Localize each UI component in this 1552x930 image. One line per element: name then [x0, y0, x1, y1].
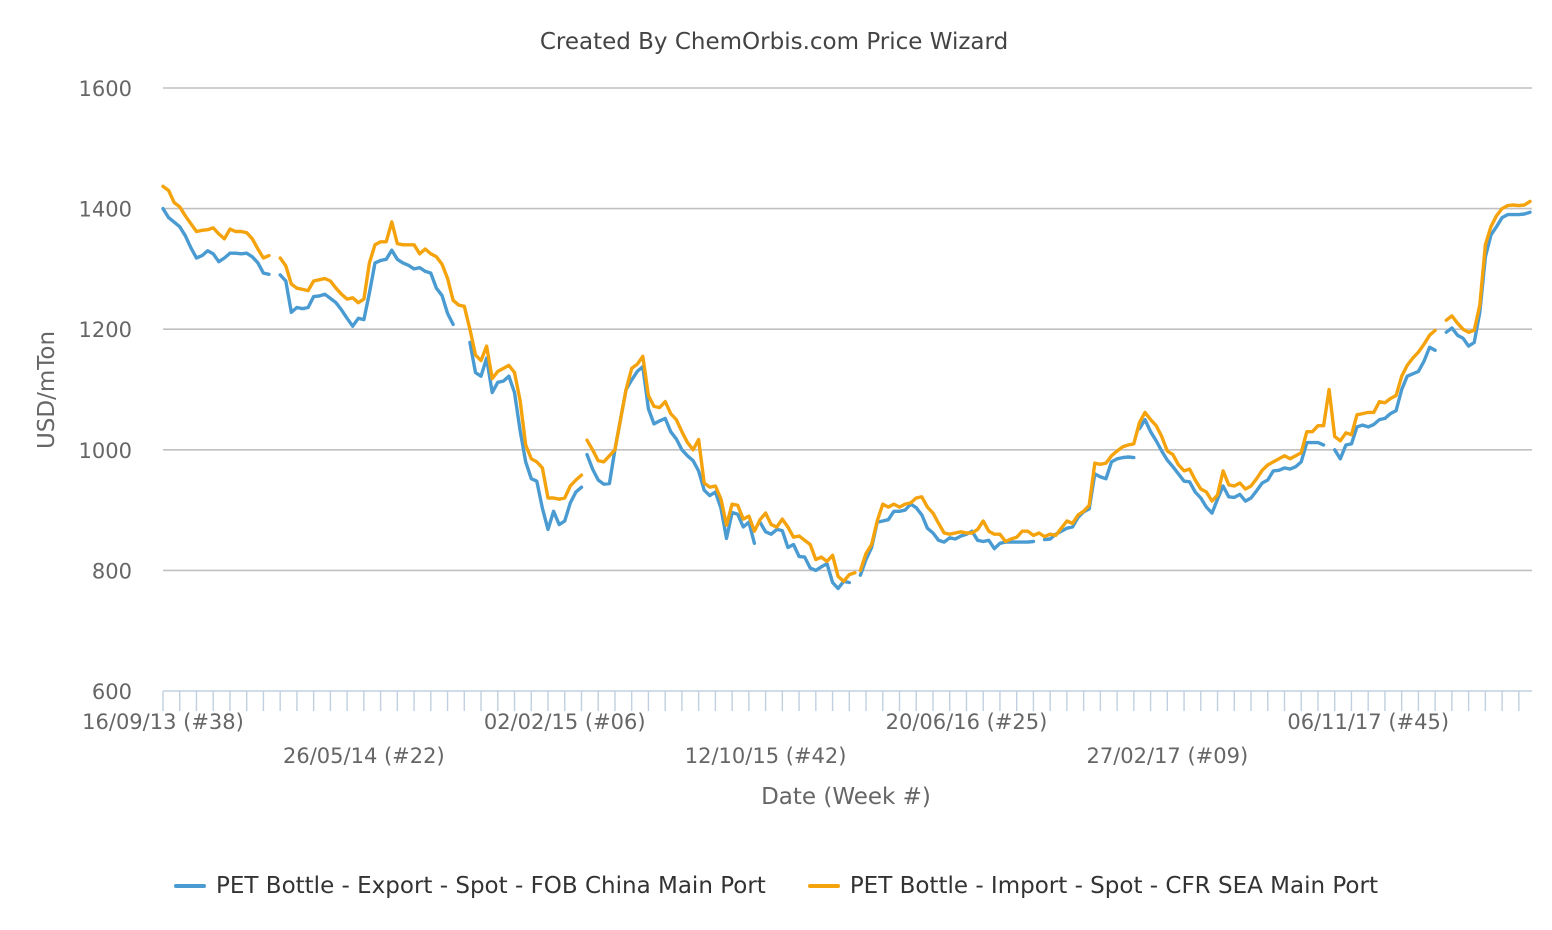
x-tick-label: 27/02/17 (#09) [1086, 744, 1248, 768]
y-tick-label: 1600 [79, 77, 132, 101]
legend-label-export: PET Bottle - Export - Spot - FOB China M… [216, 873, 766, 899]
x-tick-label: 26/05/14 (#22) [283, 744, 445, 768]
x-axis-title: Date (Week #) [761, 784, 931, 810]
series-line-1 [161, 184, 1532, 583]
y-tick-label: 1400 [79, 198, 132, 222]
x-tick-label: 20/06/16 (#25) [886, 710, 1048, 734]
y-tick-label: 1000 [79, 439, 132, 463]
x-tick-label: 12/10/15 (#42) [685, 744, 847, 768]
x-axis [162, 690, 1532, 711]
series-line-0 [161, 206, 1532, 591]
chart-title: Created By ChemOrbis.com Price Wizard [540, 29, 1008, 55]
legend-item-import[interactable]: PET Bottle - Import - Spot - CFR SEA Mai… [807, 873, 1378, 899]
y-tick-label: 800 [92, 559, 132, 583]
y-axis-ticks: 600 800 1000 1200 1400 1600 [79, 77, 132, 704]
legend-swatch-import [807, 884, 840, 888]
legend-item-export[interactable]: PET Bottle - Export - Spot - FOB China M… [174, 873, 766, 899]
x-tick-label: 16/09/13 (#38) [82, 710, 244, 734]
x-tick-label: 02/02/15 (#06) [484, 710, 646, 734]
x-tick-label: 06/11/17 (#45) [1287, 710, 1449, 734]
y-tick-label: 600 [92, 680, 132, 704]
y-axis-title: USD/mTon [34, 331, 60, 449]
series-layer [161, 184, 1532, 591]
legend-swatch-export [174, 884, 207, 888]
y-tick-label: 1200 [79, 318, 132, 342]
x-axis-tick-labels: 16/09/13 (#38) 26/05/14 (#22) 02/02/15 (#0… [82, 710, 1449, 768]
legend-label-import: PET Bottle - Import - Spot - CFR SEA Mai… [849, 873, 1378, 899]
legend: PET Bottle - Export - Spot - FOB China M… [0, 868, 1552, 904]
gridlines [163, 87, 1532, 572]
